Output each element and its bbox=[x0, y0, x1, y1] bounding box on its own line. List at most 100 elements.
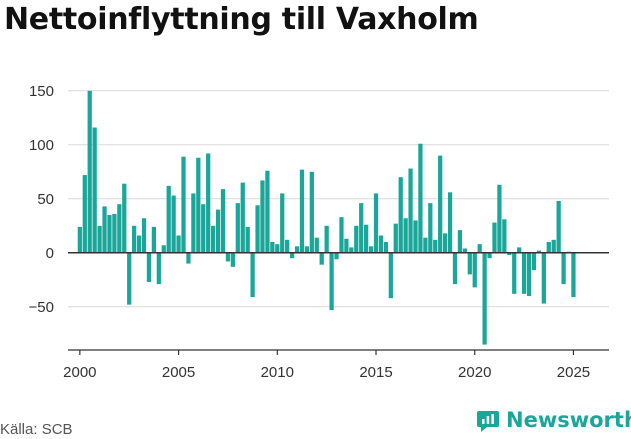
bar bbox=[127, 252, 132, 305]
x-tick-label: 2010 bbox=[261, 364, 294, 381]
bar bbox=[447, 192, 453, 253]
newsworthy-logo-icon bbox=[477, 411, 499, 432]
bar bbox=[457, 230, 463, 253]
bar bbox=[324, 225, 329, 253]
y-tick-label: 50 bbox=[37, 191, 54, 208]
bar bbox=[240, 182, 245, 253]
bar bbox=[132, 225, 137, 253]
bar bbox=[393, 223, 398, 253]
bar bbox=[230, 252, 235, 267]
bar bbox=[378, 235, 384, 253]
bar bbox=[442, 233, 448, 253]
bar bbox=[462, 248, 467, 253]
bar bbox=[191, 193, 196, 253]
bar bbox=[349, 247, 354, 253]
y-tick-label: 0 bbox=[46, 245, 54, 262]
bar bbox=[176, 235, 181, 253]
bar bbox=[373, 193, 379, 253]
bar bbox=[275, 244, 280, 253]
chart-title: Nettoinflyttning till Vaxholm bbox=[4, 2, 479, 37]
bar bbox=[521, 252, 527, 294]
bar bbox=[117, 204, 122, 253]
x-tick-label: 2000 bbox=[63, 364, 96, 381]
bar bbox=[122, 183, 127, 253]
bar bbox=[215, 209, 221, 253]
bar bbox=[270, 242, 275, 253]
bar bbox=[477, 244, 482, 253]
bar bbox=[334, 252, 339, 260]
bar bbox=[354, 225, 359, 253]
bar bbox=[512, 252, 517, 294]
bar bbox=[492, 222, 497, 253]
bar bbox=[433, 239, 438, 253]
bar bbox=[398, 177, 403, 253]
bar bbox=[423, 237, 428, 253]
x-tick-label: 2015 bbox=[359, 364, 392, 381]
bar bbox=[210, 225, 216, 253]
bar bbox=[102, 206, 107, 253]
bar bbox=[526, 252, 532, 296]
bar bbox=[309, 171, 314, 253]
bar bbox=[403, 218, 408, 253]
bar bbox=[87, 90, 92, 253]
bar bbox=[82, 175, 87, 253]
bar bbox=[299, 169, 305, 253]
bar bbox=[304, 246, 310, 253]
bar bbox=[571, 252, 576, 298]
bar bbox=[472, 252, 477, 288]
bar bbox=[314, 237, 319, 253]
bar bbox=[250, 252, 255, 298]
x-tick-label: 2025 bbox=[557, 364, 590, 381]
bar bbox=[206, 153, 211, 253]
bar bbox=[517, 247, 522, 253]
bar bbox=[418, 143, 423, 253]
bar bbox=[413, 220, 418, 253]
y-axis-labels: 150 100 50 0 −50 bbox=[29, 83, 54, 316]
newsworthy-logo: Newsworthy bbox=[476, 408, 631, 432]
bar bbox=[388, 252, 393, 299]
bar bbox=[289, 252, 295, 259]
bar bbox=[245, 226, 250, 253]
bar bbox=[97, 225, 102, 253]
bar bbox=[181, 156, 186, 253]
bar bbox=[428, 203, 433, 253]
bar bbox=[141, 218, 147, 253]
bar bbox=[161, 245, 166, 253]
bar bbox=[319, 252, 324, 265]
bar bbox=[255, 205, 260, 253]
bar bbox=[77, 226, 82, 253]
bar bbox=[260, 180, 265, 253]
bar bbox=[408, 168, 413, 253]
bar bbox=[201, 204, 206, 253]
y-tick-label: 100 bbox=[29, 137, 54, 154]
bar bbox=[531, 252, 537, 271]
bar bbox=[280, 193, 285, 253]
y-tick-label: 150 bbox=[29, 83, 54, 100]
bar bbox=[556, 200, 561, 253]
bar bbox=[368, 246, 374, 253]
bar bbox=[482, 252, 487, 345]
bar bbox=[112, 213, 117, 253]
bar bbox=[541, 252, 546, 304]
bar bbox=[561, 252, 566, 285]
bar bbox=[136, 235, 142, 253]
bar bbox=[359, 203, 364, 253]
bar bbox=[171, 195, 176, 253]
bar bbox=[225, 252, 231, 262]
x-axis: 2000 2005 2010 2015 2020 2025 bbox=[63, 349, 609, 381]
bar bbox=[551, 239, 556, 253]
bar bbox=[166, 185, 171, 253]
bar bbox=[196, 157, 201, 253]
bar bbox=[151, 226, 157, 253]
bar bbox=[507, 252, 512, 255]
bars bbox=[77, 90, 576, 345]
y-tick-label: −50 bbox=[29, 299, 54, 316]
bar bbox=[294, 246, 300, 253]
bar bbox=[383, 242, 389, 253]
bar bbox=[502, 219, 507, 253]
bar bbox=[452, 252, 458, 285]
bar bbox=[536, 250, 542, 253]
bar bbox=[107, 215, 112, 253]
bar bbox=[186, 252, 191, 264]
